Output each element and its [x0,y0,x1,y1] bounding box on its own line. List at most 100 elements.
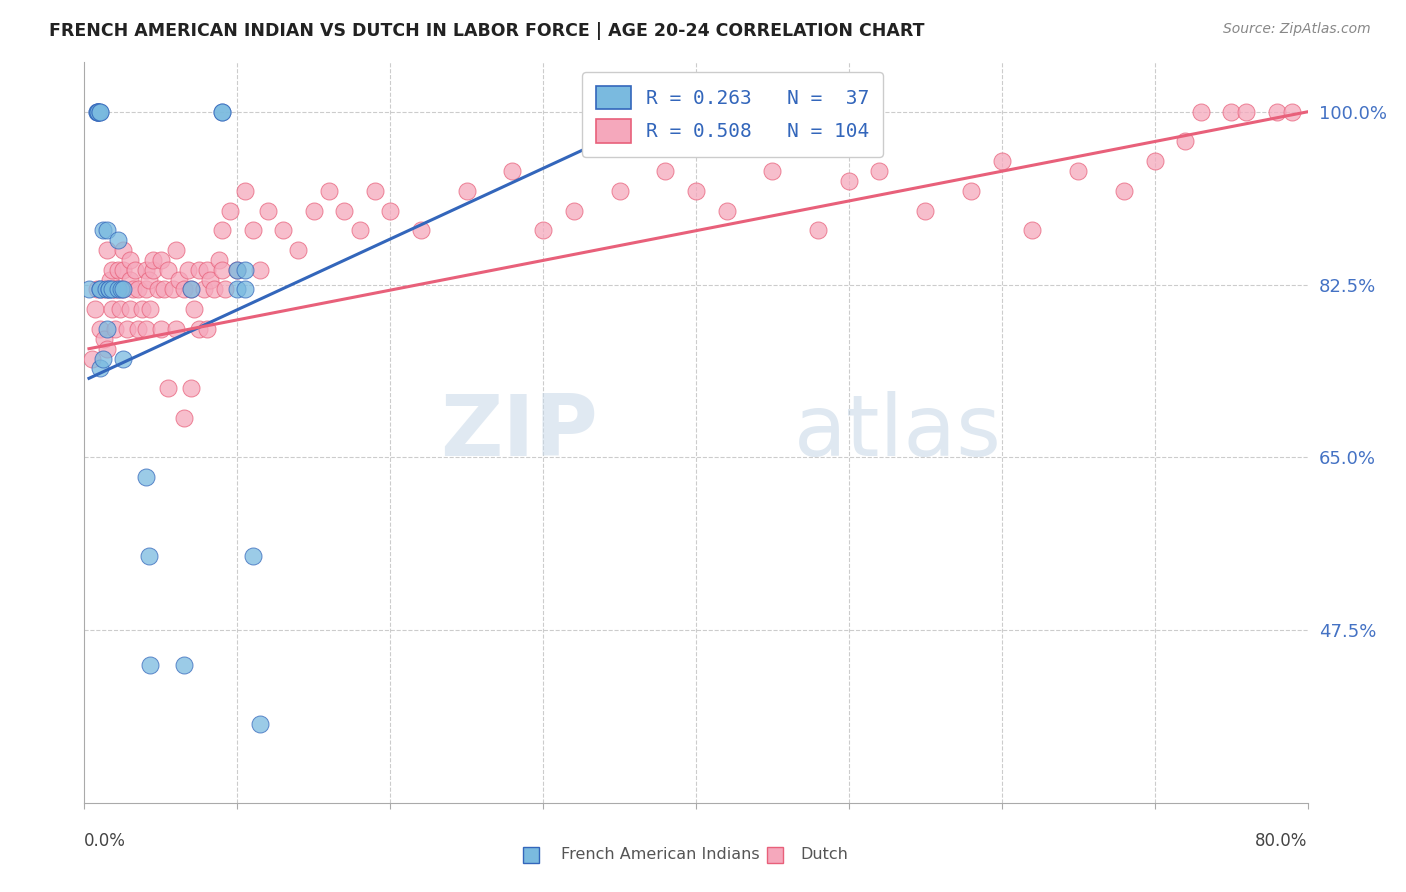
Point [167,272,190,286]
Point [111,283,134,297]
Point [103,283,125,297]
Point [188,262,211,277]
Point [211,104,233,119]
Point [211,104,233,119]
Point [89,283,111,297]
Point [1067,164,1090,178]
Point [96,322,118,336]
Point [115,322,138,336]
Point [111,262,134,277]
Point [104,322,127,336]
Point [120,302,142,317]
Point [1265,104,1288,119]
Point [86,283,108,297]
Point [107,283,129,297]
Point [157,381,180,395]
Point [157,262,180,277]
Point [87,104,110,119]
Point [242,549,264,563]
Point [127,322,149,336]
Point [183,302,205,317]
Point [138,272,160,286]
Point [101,302,124,317]
Point [139,302,162,317]
Point [195,322,218,336]
Point [211,262,233,277]
Point [120,272,142,286]
Point [77,283,100,297]
Point [111,351,134,366]
Point [107,283,129,297]
Point [364,184,387,198]
Point [233,283,256,297]
Point [89,104,111,119]
Point [89,104,111,119]
Point [214,283,236,297]
Point [257,203,280,218]
Point [120,252,142,267]
Point [198,272,221,286]
Text: FRENCH AMERICAN INDIAN VS DUTCH IN LABOR FORCE | AGE 20-24 CORRELATION CHART: FRENCH AMERICAN INDIAN VS DUTCH IN LABOR… [49,22,925,40]
Point [93,332,115,346]
Legend: R = 0.263   N =  37, R = 0.508   N = 104: R = 0.263 N = 37, R = 0.508 N = 104 [582,72,883,157]
Point [716,203,738,218]
Point [89,283,111,297]
Point [91,223,114,237]
Point [101,262,124,277]
Point [1174,135,1197,149]
Point [135,470,157,484]
Point [242,223,264,237]
Point [101,283,124,297]
Point [249,716,271,731]
Point [226,262,249,277]
Point [97,283,120,297]
Point [562,203,585,218]
Point [131,302,153,317]
Point [165,243,187,257]
Point [97,283,120,297]
Point [162,283,184,297]
Point [149,252,172,267]
Point [1114,184,1136,198]
Point [91,351,114,366]
Point [142,262,165,277]
Point [208,252,231,267]
Point [249,262,271,277]
Text: Dutch: Dutch [800,847,848,863]
Point [1021,223,1043,237]
Point [89,322,111,336]
Point [960,184,983,198]
Point [1189,104,1212,119]
Point [202,283,225,297]
Point [1143,154,1166,169]
Point [91,283,114,297]
Point [96,283,118,297]
Point [87,104,110,119]
Point [94,283,117,297]
Point [146,283,169,297]
Point [96,223,118,237]
Point [180,283,202,297]
Point [107,262,129,277]
Point [86,104,108,119]
Point [409,223,432,237]
Point [96,243,118,257]
Point [287,243,309,257]
Point [80,351,103,366]
Point [1281,104,1303,119]
Point [761,164,783,178]
Point [111,283,134,297]
Text: ZIP: ZIP [440,391,598,475]
Point [233,184,256,198]
Point [302,203,325,218]
Text: French American Indians: French American Indians [561,847,761,863]
Point [188,322,211,336]
Point [149,322,172,336]
Point [135,283,157,297]
Point [807,223,830,237]
Point [226,283,249,297]
Point [838,174,860,188]
Point [165,322,187,336]
Point [96,342,118,356]
Point [153,283,176,297]
